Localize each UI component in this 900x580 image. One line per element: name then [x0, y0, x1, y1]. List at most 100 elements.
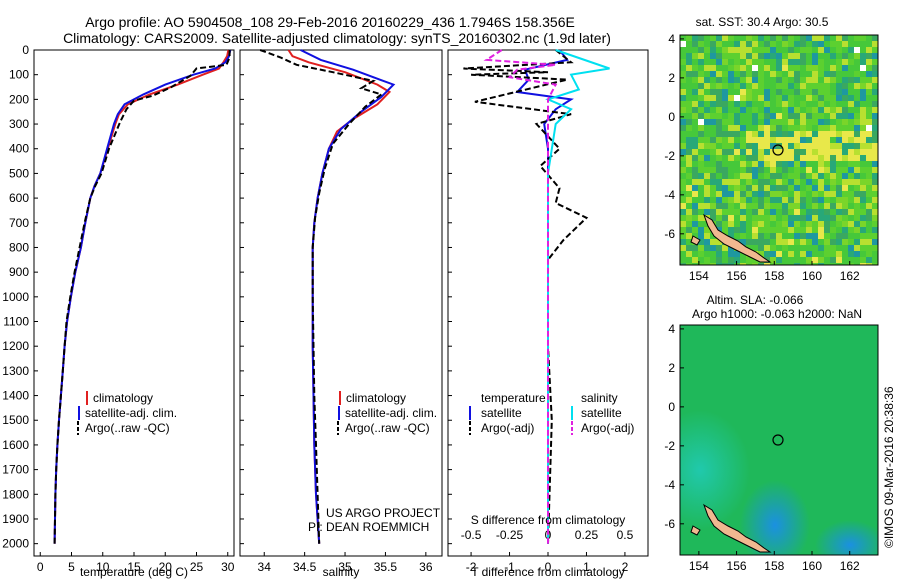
sst-cell: [740, 89, 746, 95]
sst-cell: [764, 125, 770, 131]
sst-cell: [698, 83, 704, 89]
sst-cell: [728, 47, 734, 53]
sst-cell: [716, 107, 722, 113]
sst-cell: [764, 131, 770, 137]
sst-cell: [686, 161, 692, 167]
sst-cell: [824, 173, 830, 179]
sla-low-anomaly-west: [680, 410, 750, 530]
sst-cell: [806, 263, 812, 265]
sst-cell: [854, 137, 860, 143]
sst-cell: [764, 95, 770, 101]
sst-cell: [794, 65, 800, 71]
sst-cell: [770, 77, 776, 83]
sst-cell: [716, 239, 722, 245]
sst-cell: [686, 83, 692, 89]
sst-cell: [782, 173, 788, 179]
sst-cell: [776, 239, 782, 245]
sst-cell: [782, 47, 788, 53]
sst-cell: [830, 185, 836, 191]
sst-cell: [746, 53, 752, 59]
sst-cell: [680, 83, 686, 89]
sst-cell: [698, 137, 704, 143]
sst-cell: [800, 35, 806, 41]
sst-cell: [842, 179, 848, 185]
sst-cell: [758, 161, 764, 167]
sst-cell: [860, 197, 866, 203]
sst-cell: [842, 155, 848, 161]
sst-cell: [680, 59, 686, 65]
sst-cell: [692, 71, 698, 77]
sst-cell: [818, 35, 824, 41]
sst-cell: [728, 251, 734, 257]
sst-cell: [710, 149, 716, 155]
sst-cell: [704, 101, 710, 107]
sst-cell: [818, 197, 824, 203]
sst-cell: [704, 227, 710, 233]
sst-cell: [704, 47, 710, 53]
sst-cell: [716, 53, 722, 59]
sst-cell: [860, 47, 866, 53]
sst-cell: [812, 215, 818, 221]
sst-cell: [872, 197, 878, 203]
sst-cell: [812, 227, 818, 233]
sst-cell: [686, 227, 692, 233]
sst-cell: [680, 149, 686, 155]
sst-cell: [818, 83, 824, 89]
sst-cell: [728, 77, 734, 83]
sst-cell: [710, 83, 716, 89]
sst-cell: [800, 215, 806, 221]
sst-cell: [854, 107, 860, 113]
title-line-2: Climatology: CARS2009. Satellite-adjuste…: [63, 30, 611, 46]
sst-cell: [854, 113, 860, 119]
sst-cell: [770, 227, 776, 233]
sst-cell: [746, 221, 752, 227]
series-argo-raw-qc: [53, 50, 231, 544]
sst-cell: [788, 197, 794, 203]
sst-cell: [812, 53, 818, 59]
sst-cell: [824, 263, 830, 265]
sst-cell: [704, 71, 710, 77]
sst-cell: [794, 227, 800, 233]
sst-cell: [680, 71, 686, 77]
sst-cell: [782, 137, 788, 143]
sst-cell: [836, 113, 842, 119]
sst-cell: [788, 53, 794, 59]
sst-cell: [776, 113, 782, 119]
sst-cell: [812, 131, 818, 137]
sst-cell: [764, 59, 770, 65]
sst-cell: [722, 167, 728, 173]
sst-cell: [770, 263, 776, 265]
sst-cell: [680, 179, 686, 185]
sst-cell: [854, 161, 860, 167]
sst-cell: [680, 119, 686, 125]
sst-cell: [794, 263, 800, 265]
t-difference-x-axis: -2 -1 0 1 2: [466, 552, 629, 574]
sst-cell: [848, 89, 854, 95]
depth-tick-label: 700: [9, 216, 29, 230]
sst-cell: [728, 41, 734, 47]
sst-cell: [860, 191, 866, 197]
sst-cell: [716, 143, 722, 149]
sst-cell: [770, 245, 776, 251]
sst-cell: [722, 137, 728, 143]
sst-cell: [698, 167, 704, 173]
sst-cell: [752, 197, 758, 203]
sst-cell: [710, 215, 716, 221]
sst-cell: [758, 209, 764, 215]
sst-cell: [788, 257, 794, 263]
sst-cell: [728, 149, 734, 155]
sst-cell: [770, 251, 776, 257]
sst-cell: [692, 185, 698, 191]
sst-cell: [758, 113, 764, 119]
sst-cell: [860, 257, 866, 263]
sst-cell: [794, 125, 800, 131]
sst-cell: [704, 245, 710, 251]
sst-cell: [854, 95, 860, 101]
x-tick-label: 15: [127, 560, 141, 574]
sst-cell: [818, 161, 824, 167]
sst-cell: [746, 149, 752, 155]
sst-cell: [692, 41, 698, 47]
sst-cell: [812, 113, 818, 119]
sst-cell: [836, 89, 842, 95]
sst-cell: [806, 221, 812, 227]
